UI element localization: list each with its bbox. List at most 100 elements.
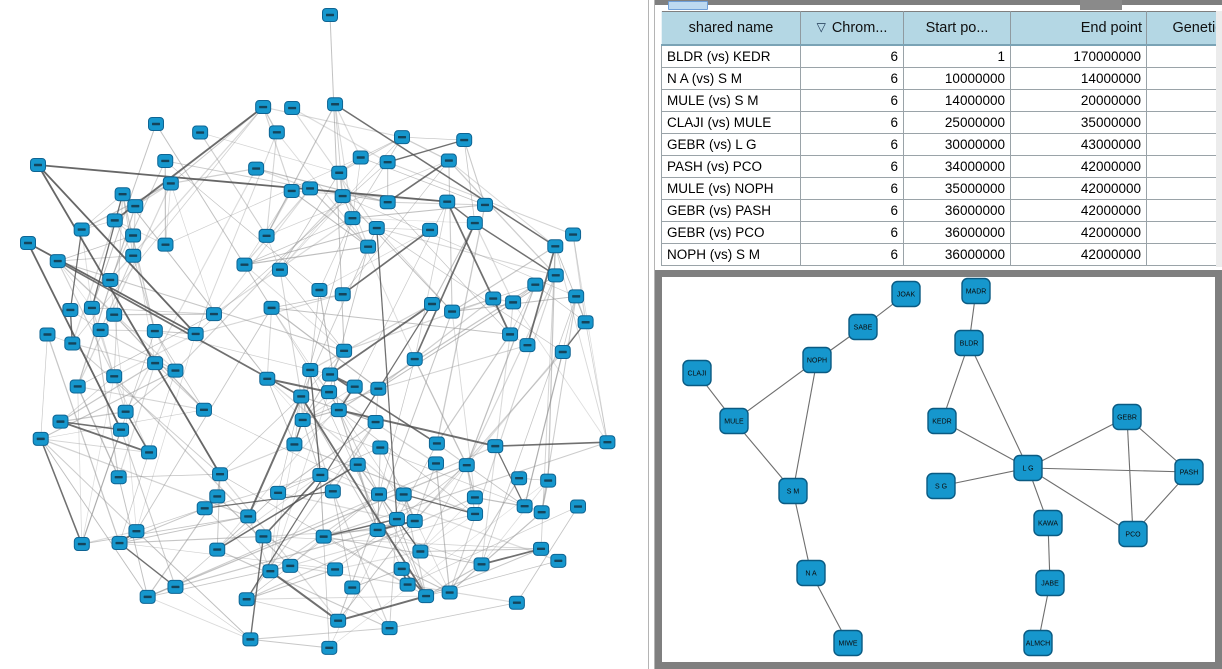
table-cell-end_point[interactable]: 43000000 — [1010, 133, 1147, 156]
table-cell-start_point[interactable]: 30000000 — [903, 133, 1011, 156]
overview-network-node[interactable] — [331, 165, 348, 180]
overview-network-node[interactable] — [62, 302, 79, 317]
overview-network-node[interactable] — [399, 577, 416, 592]
table-cell-shared_name[interactable]: GEBR (vs) PCO — [661, 221, 801, 244]
subnetwork-node[interactable]: PCO — [1118, 520, 1148, 548]
overview-network-node[interactable] — [334, 287, 351, 302]
subnetwork-node[interactable]: KAWA — [1033, 509, 1063, 537]
overview-network-node[interactable] — [570, 499, 587, 514]
table-cell-genetic[interactable]: 8.9 — [1146, 199, 1222, 222]
table-row[interactable]: NOPH (vs) S M636000000420000009.9 — [661, 243, 1222, 266]
overview-network-node[interactable] — [466, 490, 483, 505]
table-cell-chromosome[interactable]: 6 — [800, 111, 904, 134]
overview-network-node[interactable] — [516, 499, 533, 514]
overview-network-node[interactable] — [467, 506, 484, 521]
table-cell-shared_name[interactable]: MULE (vs) S M — [661, 89, 801, 112]
overview-network-node[interactable] — [259, 371, 276, 386]
overview-network-node[interactable] — [379, 195, 396, 210]
overview-network-node[interactable] — [263, 300, 280, 315]
overview-network-node[interactable] — [162, 176, 179, 191]
table-cell-chromosome[interactable]: 6 — [800, 133, 904, 156]
subnetwork-node[interactable]: SABE — [848, 313, 878, 341]
table-cell-chromosome[interactable]: 6 — [800, 67, 904, 90]
overview-network-node[interactable] — [125, 228, 142, 243]
column-header-shared_name[interactable]: shared name — [661, 11, 801, 46]
overview-network-node[interactable] — [167, 363, 184, 378]
overview-network-node[interactable] — [157, 153, 174, 168]
table-cell-start_point[interactable]: 35000000 — [903, 177, 1011, 200]
subnetwork-node[interactable]: MADR — [961, 277, 991, 305]
table-cell-end_point[interactable]: 42000000 — [1010, 243, 1147, 266]
overview-network-node[interactable] — [167, 579, 184, 594]
table-cell-shared_name[interactable]: N A (vs) S M — [661, 67, 801, 90]
overview-network-node[interactable] — [322, 367, 339, 382]
overview-network-node[interactable] — [30, 158, 46, 172]
table-row[interactable]: BLDR (vs) KEDR61170000000192.0 — [661, 44, 1222, 68]
overview-network-node[interactable] — [336, 343, 353, 358]
overview-network-node[interactable] — [147, 356, 164, 371]
overview-network-node[interactable] — [127, 199, 144, 214]
overview-network-node[interactable] — [141, 445, 158, 460]
overview-network-node[interactable] — [330, 403, 347, 418]
overview-network-node[interactable] — [346, 379, 363, 394]
overview-network-node[interactable] — [302, 181, 319, 196]
overview-network-node[interactable] — [334, 189, 351, 204]
subnetwork-node[interactable]: NOPH — [802, 346, 832, 374]
table-cell-chromosome[interactable]: 6 — [800, 155, 904, 178]
overview-network-node[interactable] — [505, 295, 522, 310]
overview-network-node[interactable] — [444, 304, 461, 319]
column-header-start_point[interactable]: Start po... — [903, 11, 1011, 46]
overview-network-node[interactable] — [424, 297, 441, 312]
overview-network-node[interactable] — [550, 553, 567, 568]
overview-network-node[interactable] — [577, 315, 594, 330]
overview-network-node[interactable] — [248, 161, 265, 176]
overview-network-node[interactable] — [327, 97, 344, 112]
overview-network-node[interactable] — [283, 183, 300, 198]
table-row[interactable]: MULE (vs) S M614000000200000007.5 — [661, 89, 1222, 112]
overview-network-node[interactable] — [111, 536, 128, 551]
table-cell-genetic[interactable]: 16.9 — [1146, 133, 1222, 156]
overview-network-node[interactable] — [456, 133, 473, 148]
overview-network-node[interactable] — [293, 389, 310, 404]
overview-network-node[interactable] — [255, 100, 272, 115]
subnetwork-canvas[interactable]: JOAK SABE NOPH CLAJI MULE KEDR MADR BLDR S M S G L… — [662, 277, 1215, 662]
overview-network-node[interactable] — [255, 529, 272, 544]
overview-network-node[interactable] — [568, 289, 585, 304]
overview-network-node[interactable] — [458, 458, 475, 473]
overview-network-node[interactable] — [73, 222, 90, 237]
table-cell-end_point[interactable]: 170000000 — [1010, 44, 1147, 68]
overview-network-node[interactable] — [381, 621, 398, 636]
subnetwork-node[interactable]: GEBR — [1112, 403, 1142, 431]
table-row[interactable]: GEBR (vs) PCO636000000420000008.4 — [661, 221, 1222, 244]
overview-network-node[interactable] — [371, 487, 388, 502]
column-filter-icon[interactable]: ▽ — [816, 20, 826, 34]
overview-network-node[interactable] — [302, 362, 319, 377]
column-header-chromosome[interactable]: ▽ Chrom... — [800, 11, 904, 46]
table-cell-end_point[interactable]: 42000000 — [1010, 177, 1147, 200]
subnetwork-node[interactable]: KEDR — [927, 407, 957, 435]
subnetwork-node[interactable]: JOAK — [891, 280, 921, 308]
subnetwork-node[interactable]: JABE — [1035, 569, 1065, 597]
overview-network-node[interactable] — [271, 262, 288, 277]
overview-network-node[interactable] — [106, 369, 123, 384]
table-cell-genetic[interactable]: 8.4 — [1146, 221, 1222, 244]
overview-network-node[interactable] — [262, 564, 279, 579]
overview-network-node[interactable] — [286, 437, 303, 452]
overview-network-node[interactable] — [527, 277, 544, 292]
table-cell-genetic[interactable]: 5.9 — [1146, 111, 1222, 134]
subnetwork-node[interactable]: PASH — [1174, 458, 1204, 486]
overview-network-node[interactable] — [547, 268, 564, 283]
overview-network-node[interactable] — [32, 431, 49, 446]
overview-network-node[interactable] — [502, 327, 519, 342]
overview-network-node[interactable] — [110, 470, 127, 485]
overview-network-node[interactable] — [422, 222, 439, 237]
table-cell-shared_name[interactable]: NOPH (vs) S M — [661, 243, 801, 266]
overview-network-node[interactable] — [270, 485, 287, 500]
overview-network-node[interactable] — [321, 385, 338, 400]
table-cell-start_point[interactable]: 14000000 — [903, 89, 1011, 112]
overview-network-node[interactable] — [73, 537, 90, 552]
overview-network-node[interactable] — [395, 487, 412, 502]
overview-network-node[interactable] — [321, 640, 338, 655]
overview-network-node[interactable] — [192, 125, 209, 140]
subnetwork-node[interactable]: N A — [796, 559, 826, 587]
